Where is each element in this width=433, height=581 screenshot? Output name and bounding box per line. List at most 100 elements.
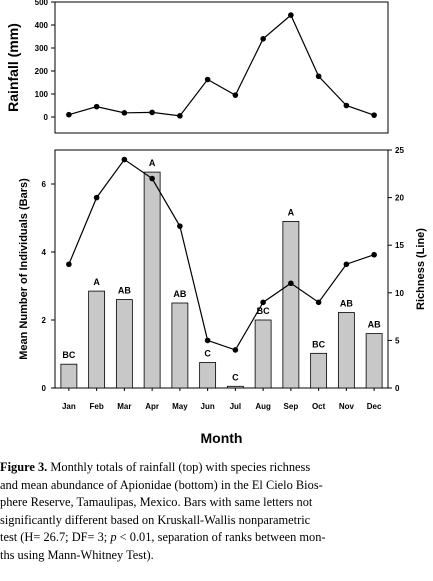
rainfall-point — [343, 102, 350, 109]
richness-point — [177, 223, 183, 229]
bar-significance-label: BC — [257, 306, 270, 316]
abundance-bar — [171, 302, 189, 389]
richness-line — [68, 158, 375, 351]
caption-text-5a: test (H= 26.7; DF= 3; — [0, 530, 111, 544]
abundance-bar — [337, 312, 355, 389]
abundance-bar — [88, 290, 106, 389]
rainfall-y-axis-label: Rainfall (mm) — [5, 23, 21, 112]
rainfall-point — [204, 76, 211, 83]
caption-label: Figure 3. — [0, 460, 48, 474]
richness-point — [315, 299, 322, 306]
richness-point — [260, 299, 266, 306]
richness-point — [232, 347, 239, 353]
rainfall-point — [232, 92, 239, 98]
bar-significance-label: A — [93, 277, 100, 287]
rainfall-y-tick-label: 100 — [35, 90, 49, 99]
bar-significance-label: AB — [368, 320, 381, 330]
richness-point — [149, 175, 155, 182]
richness-y-tick-label: 0 — [395, 384, 400, 393]
richness-y-tick-label: 10 — [395, 289, 404, 298]
abundance-y-tick-label: 2 — [42, 316, 47, 325]
figure-caption: Figure 3. Monthly totals of rainfall (to… — [0, 459, 433, 581]
richness-y-tick-label: 25 — [395, 146, 404, 155]
caption-line-5: test (H= 26.7; DF= 3; p < 0.01, separati… — [0, 529, 433, 547]
caption-text-5b: < 0.01, separation of ranks between mon- — [116, 530, 326, 544]
abundance-bar — [199, 362, 217, 389]
richness-point — [371, 251, 377, 258]
rainfall-y-tick-label: 400 — [35, 21, 49, 30]
abundance-bar — [143, 171, 161, 389]
abundance-richness-chart: 0 2 4 6 Mean Number of Individuals (Bars) 0 5 1… — [18, 146, 427, 446]
caption-line-3: phere Reserve, Tamaulipas, Mexico. Bars … — [0, 495, 313, 509]
bar-significance-label: AB — [118, 286, 131, 296]
caption-line-4: significantly different based on Kruskal… — [0, 512, 311, 527]
rainfall-point — [177, 113, 183, 119]
month-tick-label: Dec — [367, 402, 382, 411]
abundance-bar — [254, 319, 272, 389]
rainfall-chart: 0 100 200 300 400 500 Rainfall (mm) — [5, 0, 389, 134]
bar-significance-label: BC — [312, 339, 325, 349]
x-axis-label: Month — [201, 430, 243, 446]
month-tick-label: Jan — [62, 402, 76, 411]
rainfall-point — [260, 36, 266, 42]
abundance-bar — [226, 385, 244, 389]
rainfall-y-tick-label: 0 — [44, 113, 49, 122]
month-tick-label: Mar — [117, 402, 131, 411]
abundance-bar — [282, 220, 300, 389]
richness-point — [343, 261, 350, 268]
bar-significance-label: A — [288, 207, 295, 217]
abundance-y-axis-label: Mean Number of Individuals (Bars) — [18, 178, 30, 360]
richness-y-tick-label: 5 — [395, 336, 400, 345]
month-tick-label: Nov — [339, 402, 355, 411]
rainfall-point — [93, 103, 100, 110]
bar-significance-label: BC — [62, 350, 75, 360]
abundance-plot-frame — [54, 149, 389, 389]
month-tick-label: Jul — [230, 402, 242, 411]
richness-point — [288, 280, 294, 287]
abundance-bar — [115, 299, 133, 389]
rainfall-point — [315, 73, 322, 80]
rainfall-point — [149, 109, 155, 116]
caption-p-italic: p — [110, 530, 117, 544]
rainfall-y-tick-label: 200 — [35, 67, 49, 76]
month-tick-label: Oct — [312, 402, 326, 411]
abundance-bar — [365, 333, 383, 389]
richness-y-tick-label: 15 — [395, 241, 404, 250]
rainfall-point — [121, 110, 128, 116]
abundance-y-tick-label: 4 — [42, 248, 47, 257]
abundance-y-tick-label: 6 — [42, 180, 47, 189]
bar-significance-label: C — [204, 349, 211, 359]
bar-significance-label: AB — [340, 299, 353, 309]
rainfall-point — [371, 112, 377, 118]
rainfall-line — [68, 14, 375, 117]
month-tick-label: Aug — [255, 402, 271, 411]
month-tick-label: Apr — [145, 402, 159, 411]
bar-significance-label: C — [232, 372, 239, 382]
rainfall-point — [66, 111, 72, 118]
month-tick-label: May — [172, 402, 188, 411]
abundance-y-tick-label: 0 — [42, 384, 47, 393]
richness-y-axis-label: Richness (Line) — [415, 228, 427, 310]
richness-y-tick-label: 20 — [395, 194, 404, 203]
richness-point — [204, 337, 211, 344]
rainfall-plot-frame — [54, 1, 389, 134]
rainfall-y-tick-label: 500 — [35, 0, 49, 7]
richness-point — [93, 194, 100, 201]
rainfall-point — [288, 12, 294, 18]
abundance-bar — [60, 363, 78, 389]
bar-significance-label: AB — [173, 289, 186, 299]
month-tick-label: Sep — [284, 402, 299, 411]
abundance-bar — [310, 352, 328, 389]
month-tick-label: Jun — [201, 402, 215, 411]
rainfall-y-tick-label: 300 — [35, 44, 49, 53]
richness-point — [121, 156, 128, 163]
bar-significance-label: A — [149, 158, 156, 168]
richness-point — [66, 261, 72, 268]
caption-line-1: Figure 3. Monthly totals of rainfall (to… — [0, 459, 433, 477]
caption-text-1: Monthly totals of rainfall (top) with sp… — [47, 460, 311, 474]
month-tick-label: Feb — [90, 402, 104, 411]
caption-line-2: and mean abundance of Apionidae (bottom)… — [0, 477, 323, 492]
caption-line-6: ths using Mann-Whitney Test). — [0, 547, 154, 562]
